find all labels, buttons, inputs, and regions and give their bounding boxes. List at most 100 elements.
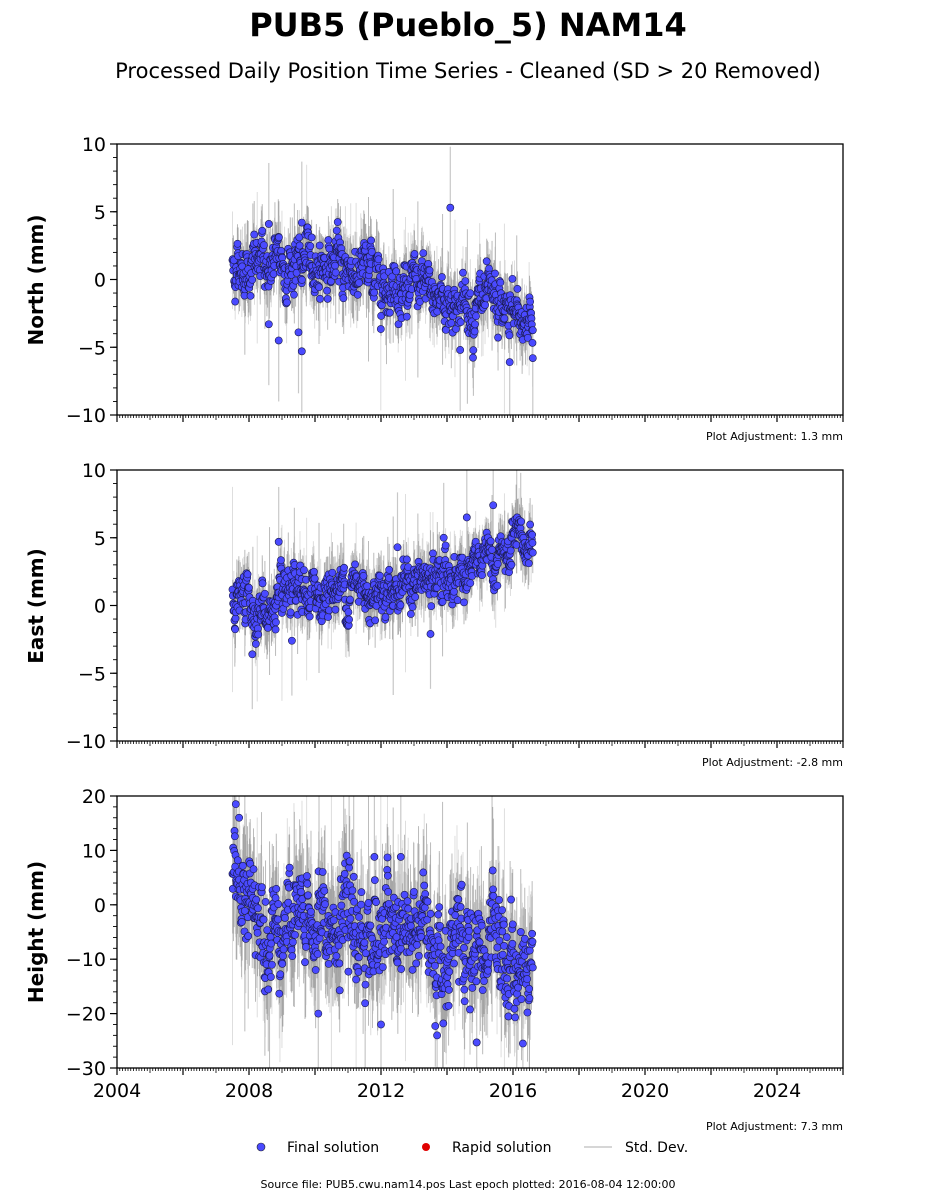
- final-solution-point: [459, 268, 467, 277]
- panel-data: [228, 146, 537, 415]
- final-solution-point: [507, 560, 516, 569]
- final-solution-point: [231, 625, 240, 634]
- final-solution-point: [469, 346, 478, 355]
- y-axis-label: East (mm): [24, 548, 48, 664]
- final-solution-point: [461, 277, 470, 286]
- final-solution-point: [392, 267, 401, 276]
- final-solution-point: [506, 546, 515, 555]
- final-solution-point: [528, 326, 537, 335]
- final-solution-point: [259, 241, 268, 250]
- final-solution-outlier-point: [294, 328, 303, 337]
- final-solution-point: [375, 571, 384, 580]
- final-solution-point: [380, 272, 389, 281]
- final-solution-point: [491, 269, 499, 278]
- final-solution-point: [396, 601, 405, 609]
- final-solution-point: [376, 325, 385, 333]
- final-solution-point: [381, 613, 390, 621]
- final-solution-point: [419, 249, 428, 258]
- y-tick-label: −10: [66, 731, 106, 753]
- panel-data: [228, 796, 537, 1068]
- final-solution-point: [272, 618, 280, 627]
- final-solution-point: [469, 353, 477, 362]
- final-solution-point: [438, 273, 446, 281]
- final-solution-point: [493, 581, 502, 590]
- final-solution-point: [402, 312, 411, 321]
- final-solution-point: [298, 275, 306, 284]
- final-solution-point: [441, 541, 450, 550]
- final-solution-point: [528, 538, 537, 547]
- final-solution-points: [228, 203, 537, 367]
- final-solution-point: [340, 563, 348, 572]
- final-solution-point: [528, 530, 537, 539]
- final-solution-point: [231, 297, 240, 306]
- final-solution-point: [346, 595, 354, 604]
- final-solution-point: [323, 286, 331, 295]
- final-solution-point: [505, 331, 514, 340]
- final-solution-point: [254, 630, 263, 639]
- final-solution-point: [339, 294, 348, 303]
- final-solution-point: [359, 571, 368, 580]
- final-solution-point: [486, 537, 495, 546]
- final-solution-outlier-point: [426, 630, 435, 638]
- final-solution-point: [471, 320, 479, 329]
- final-solution-outlier-point: [248, 650, 257, 659]
- y-axis-label: North (mm): [24, 214, 48, 345]
- final-solution-outlier-point: [264, 220, 273, 228]
- final-solution-point: [306, 242, 315, 250]
- y-tick-label: 0: [94, 596, 106, 618]
- final-solution-outlier-point: [456, 346, 465, 354]
- final-solution-point: [524, 559, 533, 568]
- final-solution-point: [517, 517, 526, 526]
- final-solution-point: [250, 230, 259, 239]
- y-tick-label: 5: [94, 528, 106, 550]
- final-solution-point: [466, 579, 475, 588]
- final-solution-point: [488, 545, 496, 554]
- y-tick-label: 0: [94, 270, 106, 292]
- final-solution-outlier-point: [446, 203, 455, 212]
- final-solution-point: [367, 236, 376, 245]
- final-solution-point: [286, 608, 295, 617]
- y-tick-label: 5: [94, 202, 106, 224]
- final-solution-outlier-point: [393, 543, 402, 552]
- y-tick-label: −5: [78, 663, 106, 685]
- final-solution-outlier-point: [297, 218, 306, 227]
- y-tick-label: 10: [82, 134, 106, 156]
- final-solution-point: [277, 556, 285, 565]
- y-tick-label: −10: [66, 405, 106, 427]
- final-solution-point: [478, 571, 486, 580]
- final-solution-point: [331, 605, 340, 614]
- final-solution-outlier-point: [528, 354, 537, 362]
- final-solution-point: [269, 270, 278, 278]
- final-solution-point: [388, 272, 397, 281]
- final-solution-point: [470, 327, 479, 336]
- chart-subtitle: Processed Daily Position Time Series - C…: [115, 59, 821, 83]
- final-solution-point: [353, 290, 362, 299]
- final-solution-point: [429, 549, 437, 558]
- final-solution-point: [377, 311, 386, 320]
- final-solution-point: [526, 297, 535, 306]
- plot-adjustment-note: Plot Adjustment: -2.8 mm: [702, 756, 843, 769]
- final-solution-point: [310, 567, 318, 576]
- final-solution-outlier-point: [462, 513, 471, 522]
- final-solution-point: [528, 338, 537, 347]
- y-tick-label: 10: [82, 460, 106, 482]
- final-solution-point: [310, 574, 319, 583]
- final-solution-point: [363, 582, 372, 590]
- final-solution-point: [513, 284, 522, 293]
- final-solution-point: [493, 559, 502, 568]
- final-solution-outlier-point: [287, 636, 296, 645]
- final-solution-point: [331, 268, 340, 277]
- final-solution-point: [385, 308, 394, 317]
- final-solution-outlier-point: [297, 347, 306, 356]
- final-solution-point: [261, 589, 269, 598]
- y-tick-label: −5: [78, 337, 106, 359]
- final-solution-point: [466, 289, 475, 298]
- final-solution-point: [305, 612, 314, 621]
- final-solution-point: [410, 250, 419, 258]
- final-solution-point: [523, 333, 532, 342]
- final-solution-point: [244, 583, 253, 592]
- final-solution-point: [324, 613, 332, 621]
- final-solution-point: [333, 218, 342, 226]
- final-solution-point: [447, 319, 456, 327]
